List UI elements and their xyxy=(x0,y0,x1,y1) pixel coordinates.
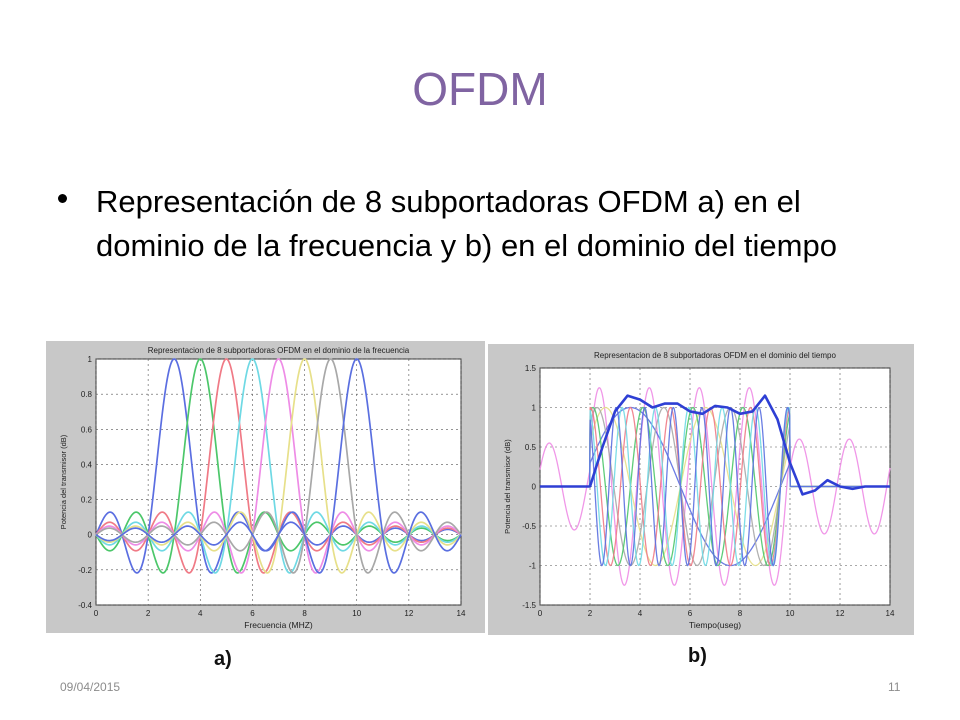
chart-b-x-tick-label: 2 xyxy=(588,609,593,618)
chart-a-x-tick-label: 4 xyxy=(198,609,203,618)
chart-b-x-tick-label: 8 xyxy=(738,609,743,618)
chart-frequency-domain: 0 2 4 6 8 10 12 14 -0.4 -0.2 0 0.2 0.4 0.6 0.8 1 Represe… xyxy=(46,341,485,633)
chart-b-y-tick-label: 1.5 xyxy=(525,364,537,373)
chart-a-y-tick-label: 0.6 xyxy=(81,425,93,434)
chart-a-x-tick-label: 14 xyxy=(457,609,466,618)
chart-b-x-tick-label: 4 xyxy=(638,609,643,618)
chart-a-x-tick-label: 8 xyxy=(302,609,307,618)
chart-a-x-tick-label: 10 xyxy=(352,609,361,618)
slide-number: 11 xyxy=(888,680,901,694)
chart-a-x-tick-label: 0 xyxy=(94,609,99,618)
chart-a-y-tick-label: -0.2 xyxy=(78,566,92,575)
chart-b-y-tick-label: 1 xyxy=(532,404,537,413)
chart-b-x-tick-label: 12 xyxy=(836,609,845,618)
chart-a-label: a) xyxy=(214,648,232,670)
slide-title: OFDM xyxy=(412,63,548,115)
chart-b-x-tick-label: 0 xyxy=(538,609,543,618)
bullet-text: Representación de 8 subportadoras OFDM a… xyxy=(96,184,837,263)
chart-b-y-tick-label: 0.5 xyxy=(525,443,537,452)
chart-a-y-tick-label: 1 xyxy=(88,355,93,364)
chart-a-x-axis-label: Frecuencia (MHZ) xyxy=(244,620,313,630)
chart-a-y-tick-label: 0.8 xyxy=(81,390,93,399)
bullet-dot-icon xyxy=(58,194,67,203)
chart-b-subcarrier-line xyxy=(540,406,890,567)
chart-b-envelope-line xyxy=(540,394,890,496)
chart-b-y-tick-label: 0 xyxy=(532,483,537,492)
chart-b-title: Representacion de 8 subportadoras OFDM e… xyxy=(594,351,836,360)
chart-time-domain: 0 2 4 6 8 10 12 14 -1.5 -1 -0.5 0 0.5 1 1.5 Representac… xyxy=(488,344,914,635)
chart-a-subcarrier-line xyxy=(95,358,462,574)
chart-a-y-tick-label: 0.2 xyxy=(81,496,93,505)
chart-b-y-tick-label: -1 xyxy=(529,562,537,571)
chart-b-panel: 0 2 4 6 8 10 12 14 -1.5 -1 -0.5 0 0.5 1 1.5 Representac… xyxy=(488,344,914,635)
chart-a-y-tick-label: -0.4 xyxy=(78,601,92,610)
chart-a-y-tick-label: 0.4 xyxy=(81,460,93,469)
chart-b-y-tick-label: -1.5 xyxy=(522,601,536,610)
slide-date: 09/04/2015 xyxy=(60,680,121,694)
chart-b-x-tick-label: 14 xyxy=(886,609,895,618)
chart-a-plot-area xyxy=(95,358,462,606)
chart-b-y-tick-label: -0.5 xyxy=(522,522,536,531)
chart-b-y-axis-label: Potencia del transmisor (dB) xyxy=(503,439,512,534)
bullet-item: Representación de 8 subportadoras OFDM a… xyxy=(58,180,898,268)
chart-a-subcarrier-line xyxy=(95,358,462,574)
chart-b-x-axis-label: Tiempo(useg) xyxy=(689,620,741,630)
chart-b-x-tick-label: 6 xyxy=(688,609,693,618)
chart-b-subcarrier-line xyxy=(539,387,891,586)
chart-a-title: Representacion de 8 subportadoras OFDM e… xyxy=(148,346,410,355)
chart-a-x-tick-label: 6 xyxy=(250,609,255,618)
chart-a-panel: 0 2 4 6 8 10 12 14 -0.4 -0.2 0 0.2 0.4 0.6 0.8 1 Represe… xyxy=(46,341,485,633)
chart-a-x-tick-label: 2 xyxy=(146,609,151,618)
chart-a-y-axis-label: Potencia del transmisor (dB) xyxy=(59,434,68,529)
chart-b-x-tick-label: 10 xyxy=(786,609,795,618)
chart-a-x-tick-label: 12 xyxy=(404,609,413,618)
chart-b-label: b) xyxy=(688,645,707,667)
chart-a-y-tick-label: 0 xyxy=(88,531,93,540)
